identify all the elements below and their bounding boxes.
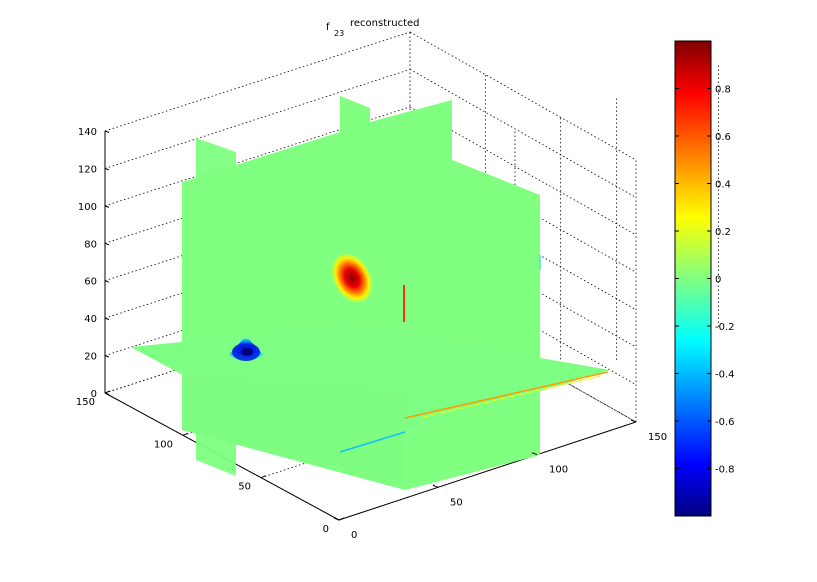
x-tick-mark bbox=[630, 419, 637, 423]
slice-edge-cyan bbox=[339, 431, 406, 453]
z-tick-label: 20 bbox=[84, 352, 97, 363]
slice-front bbox=[182, 375, 405, 490]
grid-line bbox=[409, 293, 637, 423]
y-tick-label: 100 bbox=[154, 439, 173, 450]
x-tick-label: 0 bbox=[351, 530, 357, 541]
y-tick-label: 50 bbox=[238, 482, 251, 493]
slice-right bbox=[405, 155, 540, 490]
grid-line bbox=[104, 69, 411, 169]
colorbar-tick-label: -0.8 bbox=[715, 465, 735, 476]
colorbar-ticks: -0.8 -0.6 -0.4 -0.2 0 0.2 0.4 0.6 0.8 bbox=[675, 85, 735, 476]
z-tick-mark bbox=[104, 205, 110, 208]
y-tick-mark bbox=[260, 475, 267, 479]
x-tick-mark bbox=[432, 484, 439, 488]
x-tick-mark bbox=[531, 452, 538, 456]
grid-line bbox=[409, 69, 637, 198]
x-tick-label: 50 bbox=[450, 497, 463, 508]
z-tick-mark bbox=[104, 317, 110, 321]
colorbar-tick-label: 0.4 bbox=[715, 180, 731, 191]
slice-edge-orange bbox=[404, 371, 609, 419]
x-axis-line bbox=[338, 421, 637, 521]
grid-line bbox=[409, 256, 637, 385]
colorbar-gradient bbox=[674, 40, 712, 517]
y-tick-mark bbox=[338, 517, 345, 521]
z-tick-mark bbox=[104, 280, 110, 283]
title-subscript: 23 bbox=[334, 29, 344, 38]
slices bbox=[131, 96, 610, 490]
y-tick-mark bbox=[182, 432, 189, 436]
z-tick-mark bbox=[104, 130, 110, 133]
title-suffix: reconstructed bbox=[350, 18, 420, 29]
z-tick-label: 0 bbox=[91, 389, 97, 400]
colorbar-tick-label: 0 bbox=[715, 275, 721, 286]
grid-line bbox=[104, 31, 411, 132]
z-tick-label: 140 bbox=[78, 127, 97, 138]
z-tick-label: 120 bbox=[78, 164, 97, 175]
slice-edge-yellow bbox=[419, 375, 601, 419]
z-tick-mark bbox=[104, 355, 110, 358]
colorbar-tick-label: 0.6 bbox=[715, 132, 731, 143]
z-tick-mark bbox=[104, 167, 110, 171]
x-axis-ticks: 0 50 100 150 bbox=[333, 419, 667, 541]
x-tick-mark bbox=[333, 517, 340, 521]
x-tick-label: 150 bbox=[648, 432, 667, 443]
x-tick-label: 100 bbox=[549, 465, 568, 476]
colorbar-tick-label: 0.2 bbox=[715, 227, 731, 238]
positive-blob bbox=[330, 252, 374, 304]
z-axis-ticks: 0 20 40 60 80 100 120 140 bbox=[78, 127, 110, 400]
y-tick-mark bbox=[104, 390, 111, 394]
colorbar: -0.8 -0.6 -0.4 -0.2 0 0.2 0.4 0.6 0.8 bbox=[674, 40, 735, 517]
z-tick-label: 80 bbox=[84, 239, 97, 250]
z-tick-mark bbox=[104, 242, 110, 246]
title-text: f bbox=[326, 22, 330, 33]
grid-line bbox=[409, 143, 637, 273]
grid-line bbox=[409, 218, 637, 348]
y-tick-label: 150 bbox=[76, 397, 95, 408]
colorbar-tick-label: -0.2 bbox=[715, 322, 735, 333]
grid-line bbox=[409, 106, 637, 236]
chart-title: f 23 reconstructed bbox=[326, 18, 420, 38]
z-tick-label: 100 bbox=[78, 202, 97, 213]
colorbar-tick-label: -0.6 bbox=[715, 417, 735, 428]
negative-blob-center bbox=[241, 348, 253, 356]
colorbar-tick-label: 0.8 bbox=[715, 85, 731, 96]
z-tick-label: 40 bbox=[84, 314, 97, 325]
y-tick-label: 0 bbox=[323, 524, 329, 535]
grid-line bbox=[104, 106, 411, 207]
y-axis-ticks: 0 50 100 150 bbox=[76, 390, 345, 535]
colorbar-tick-label: -0.4 bbox=[715, 370, 735, 381]
grid-line bbox=[409, 31, 637, 161]
grid-line bbox=[409, 181, 637, 311]
z-tick-label: 60 bbox=[84, 277, 97, 288]
